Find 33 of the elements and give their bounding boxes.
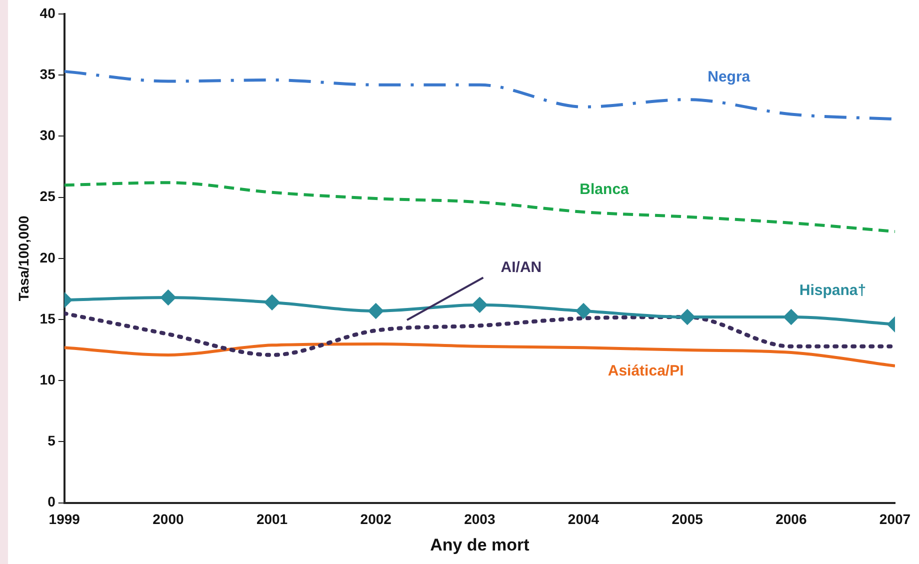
series-label: Hispana† (799, 282, 866, 300)
y-tick-label: 40 (40, 4, 56, 21)
line-series (64, 181, 895, 234)
point (264, 294, 280, 310)
x-tick-label: 2004 (568, 511, 600, 528)
y-tick-label: 5 (48, 432, 56, 449)
y-tick-label: 20 (40, 249, 56, 266)
x-tick-label: 2006 (776, 511, 807, 528)
point (368, 303, 384, 318)
x-tick-label: 2001 (256, 511, 288, 528)
x-axis-title: Any de mort (430, 535, 530, 554)
y-tick-label: 15 (40, 310, 56, 326)
series-label: Asiática/PI (608, 362, 684, 380)
point (784, 310, 799, 325)
point (576, 303, 592, 318)
text: AI/AN (500, 258, 542, 276)
point (160, 290, 176, 306)
y-tick-label: 35 (40, 66, 56, 82)
y-axis-title: Tasa/100,000 (15, 216, 32, 302)
x-tick-label: 1999 (48, 511, 80, 528)
y-tick-label: 0 (48, 494, 56, 510)
point (472, 297, 488, 312)
y-tick-label: 30 (40, 127, 56, 144)
x-tick-label: 2007 (879, 511, 911, 528)
x-tick-label: 2003 (464, 511, 496, 528)
series-label: Negra (708, 68, 751, 86)
point (680, 310, 695, 325)
y-tick-label: 25 (40, 188, 56, 204)
y-tick-label: 10 (40, 371, 56, 388)
x-tick-label: 2000 (152, 511, 184, 528)
x-tick-label: 2005 (672, 511, 704, 528)
x-tick-label: 2002 (360, 511, 392, 528)
series-label: Blanca (580, 181, 630, 198)
